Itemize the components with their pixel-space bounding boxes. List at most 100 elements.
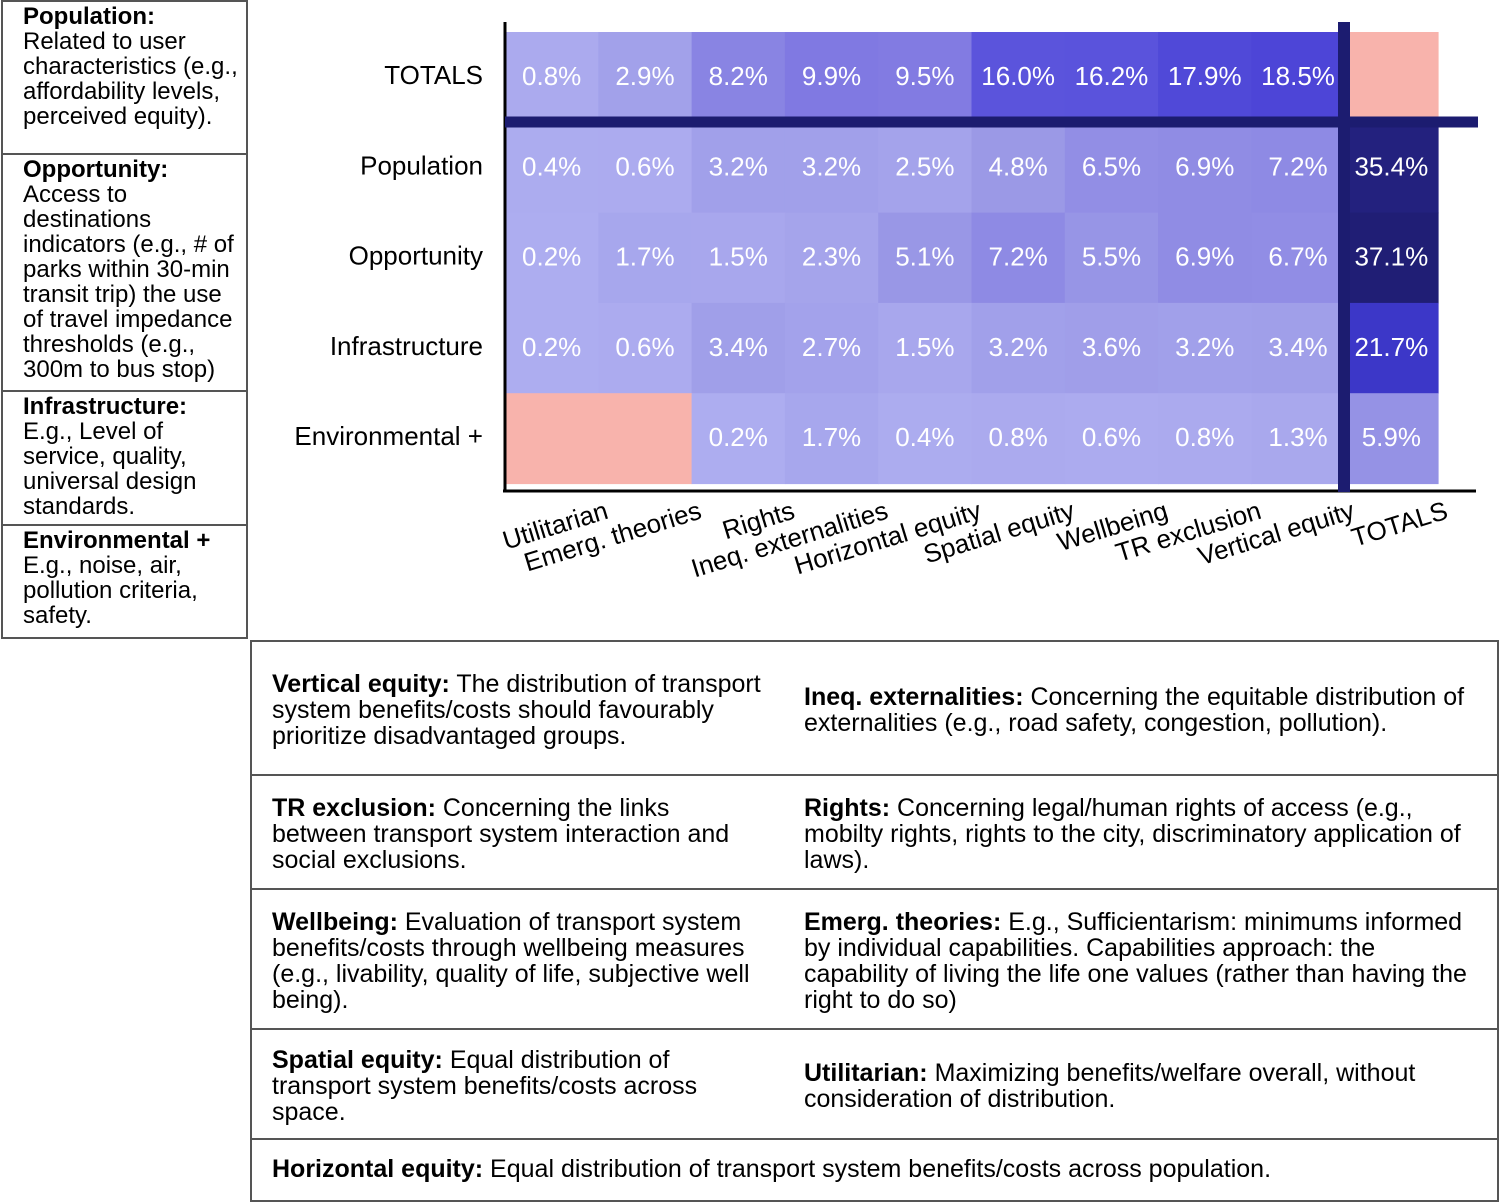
cell-value-label: 1.3% (1268, 422, 1327, 452)
cell-value-label: 6.5% (1082, 151, 1141, 181)
definition-term: Environmental + (23, 527, 211, 554)
cell-value-label: 2.7% (802, 332, 861, 362)
definition-term: Ineq. externalities: (804, 683, 1024, 711)
definition-tr-exclusion: TR exclusion: Concerning the links betwe… (252, 776, 786, 888)
heatmap-cell (505, 302, 599, 394)
heatmap-cell (598, 393, 693, 485)
heatmap-cell (1251, 302, 1346, 394)
definition-text: Evaluation of transport system benefits/… (272, 908, 750, 1014)
heatmap-cell (691, 212, 786, 304)
definition-term: Rights: (804, 794, 891, 822)
heatmap-cell (598, 122, 693, 214)
heatmap-cell (1251, 393, 1346, 485)
cell-value-label: 1.5% (709, 242, 768, 272)
cell-value-label: 3.4% (1268, 332, 1327, 362)
row-labels: TOTALS Population Opportunity Infrastructur… (294, 60, 483, 451)
heatmap-cell (505, 393, 599, 485)
definition-text: E.g., Sufficientarism: minimums informed… (804, 908, 1467, 1014)
definitions-row: Spatial equity: Equal distribution of tr… (252, 1030, 1497, 1140)
column-label: TOTALS (1348, 495, 1451, 553)
heatmap-cell (1158, 122, 1252, 214)
cell-value-label: 9.9% (802, 61, 861, 91)
cell-value-label: 5.5% (1082, 242, 1141, 272)
cell-value-label: 3.2% (802, 151, 861, 181)
definition-text: E.g., noise, air, pollution criteria, sa… (23, 552, 198, 629)
definition-text: Maximizing benefits/welfare overall, wit… (804, 1059, 1416, 1113)
cell-value-label: 5.9% (1362, 422, 1421, 452)
cell-value-label: 7.2% (989, 242, 1048, 272)
definition-term: Population: (23, 3, 155, 30)
definition-spatial-equity: Spatial equity: Equal distribution of tr… (252, 1030, 786, 1138)
definition-text: Access to destinations indicators (e.g.,… (23, 181, 234, 383)
heatmap-cell (1064, 32, 1159, 123)
definition-population: Population: Related to user characterist… (1, 0, 248, 155)
definition-environmental: Environmental + E.g., noise, air, pollut… (1, 524, 248, 639)
cell-value-label: 0.8% (1175, 422, 1234, 452)
definitions-row: Vertical equity: The distribution of tra… (252, 642, 1497, 776)
definition-term: Spatial equity: (272, 1046, 443, 1074)
cell-value-label: 0.6% (615, 151, 674, 181)
cell-value-label: 0.2% (522, 332, 581, 362)
heatmap-cell (1344, 393, 1439, 485)
cell-value-label: 5.1% (895, 242, 954, 272)
heatmap-cell (878, 302, 973, 394)
definition-term: Opportunity: (23, 156, 169, 183)
heatmap-cell (691, 32, 786, 123)
heatmap-cell (1064, 212, 1159, 304)
row-label: Opportunity (349, 241, 483, 271)
heatmap-cell (878, 393, 973, 485)
definition-rights: Rights: Concerning legal/human rights of… (786, 776, 1497, 888)
definition-term: Vertical equity: (272, 670, 450, 698)
chart-axes (503, 22, 1478, 493)
definition-text: Equal distribution of transport system b… (272, 1046, 698, 1126)
definitions-row: TR exclusion: Concerning the links betwe… (252, 776, 1497, 890)
row-label: Population (360, 150, 483, 180)
heatmap-cell (971, 302, 1066, 394)
definition-text: Concerning the links between transport s… (272, 794, 730, 874)
definition-text: E.g., Level of service, quality, univers… (23, 418, 197, 520)
cell-value-label: 6.9% (1175, 242, 1234, 272)
heatmap-cell (1344, 212, 1439, 304)
definitions-row: Horizontal equity: Equal distribution of… (252, 1140, 1497, 1200)
definition-text: Concerning the equitable distribution of… (804, 683, 1465, 737)
cell-value-label: 17.9% (1168, 61, 1242, 91)
definition-text: Equal distribution of transport system b… (483, 1155, 1272, 1183)
heatmap-cell (971, 393, 1066, 485)
heatmap-cell (1251, 122, 1346, 214)
cell-value-label: 0.8% (522, 61, 581, 91)
cell-value-label: 37.1% (1354, 242, 1428, 272)
definition-term: Horizontal equity: (272, 1155, 484, 1183)
cell-value-label: 3.2% (989, 332, 1048, 362)
definition-term: Wellbeing: (272, 908, 398, 936)
heatmap-cell (505, 212, 599, 304)
heatmap-cell (505, 122, 599, 214)
definitions-table: Vertical equity: The distribution of tra… (250, 640, 1499, 1202)
definition-utilitarian: Utilitarian: Maximizing benefits/welfare… (786, 1030, 1497, 1138)
cell-value-label: 0.8% (989, 422, 1048, 452)
cell-value-label: 6.7% (1268, 242, 1327, 272)
definition-ineq-externalities: Ineq. externalities: Concerning the equi… (786, 642, 1497, 774)
heatmap-cell (1344, 122, 1439, 214)
heatmap-cell (1158, 212, 1252, 304)
heatmap-cell (1344, 302, 1439, 394)
heatmap-cells: 0.8% 2.9% 8.2% 9.9% 9.5% 16.0% 16.2% 17.9% 18.5%… (505, 32, 1439, 485)
heatmap-cell (784, 212, 879, 304)
cell-value-label: 1.7% (802, 422, 861, 452)
definition-emerg-theories: Emerg. theories: E.g., Sufficientarism: … (786, 890, 1497, 1028)
definition-opportunity: Opportunity: Access to destinations indi… (1, 153, 248, 392)
heatmap-cell (878, 32, 973, 123)
definition-horizontal-equity: Horizontal equity: Equal distribution of… (252, 1140, 1497, 1200)
heatmap-cell (784, 393, 879, 485)
cell-value-label: 0.4% (895, 422, 954, 452)
cell-value-label: 3.2% (1175, 332, 1234, 362)
heatmap-cell (971, 32, 1066, 123)
definition-term: Emerg. theories: (804, 908, 1002, 936)
definitions-row: Wellbeing: Evaluation of transport syste… (252, 890, 1497, 1030)
cell-value-label: 9.5% (895, 61, 954, 91)
cell-value-label: 18.5% (1261, 61, 1335, 91)
cell-value-label: 2.9% (615, 61, 674, 91)
heatmap-cell (878, 212, 973, 304)
row-label: TOTALS (384, 60, 483, 90)
heatmap-cell (971, 122, 1066, 214)
